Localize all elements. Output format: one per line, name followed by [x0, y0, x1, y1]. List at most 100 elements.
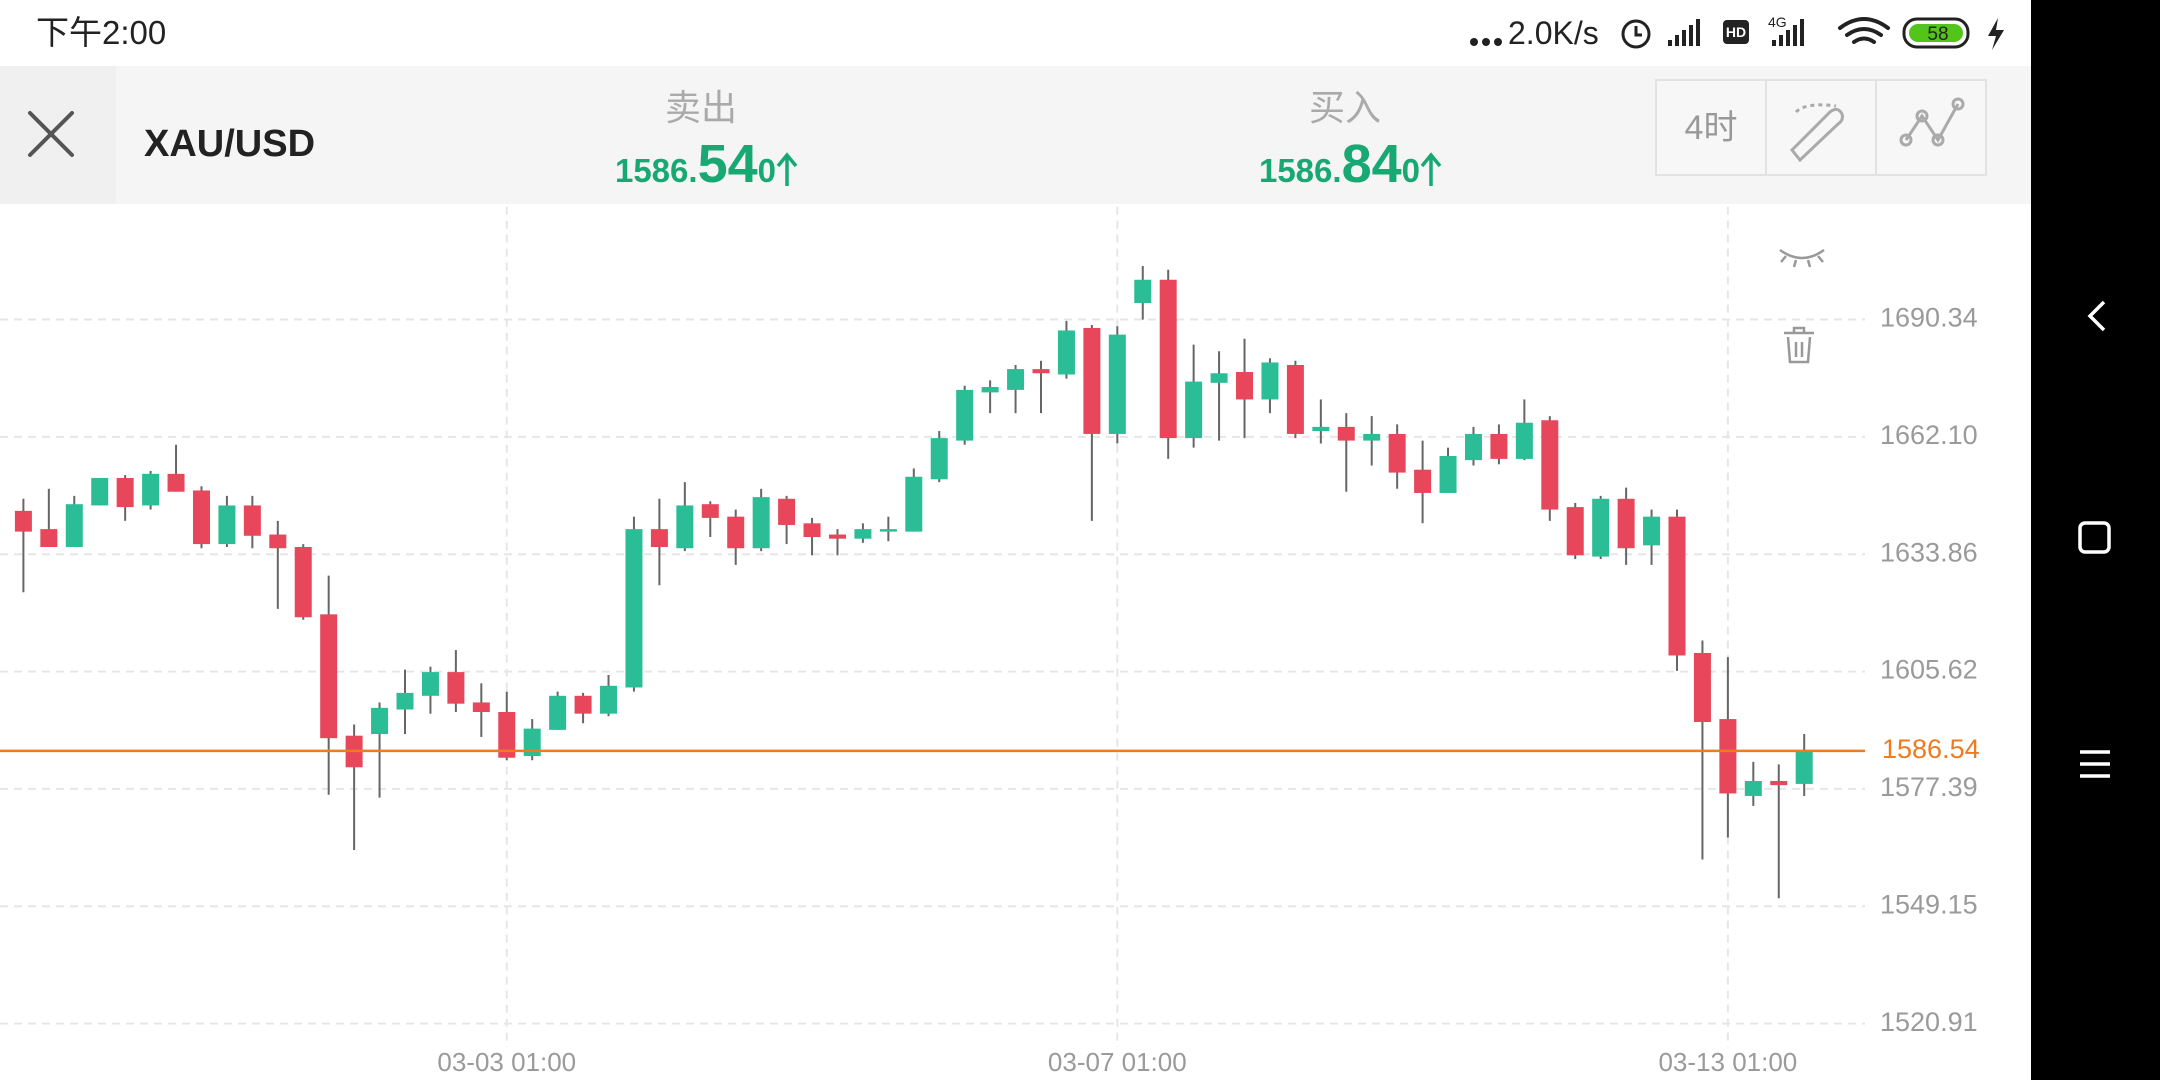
candle-body	[1057, 330, 1075, 375]
candle-body	[1007, 369, 1025, 390]
y-tick-label: 1520.91	[1880, 1007, 1978, 1037]
timeframe-button[interactable]	[1655, 79, 1767, 176]
candle-body	[523, 728, 541, 757]
candle-body	[1541, 420, 1559, 510]
candle-body	[1261, 362, 1279, 400]
candle-body	[1134, 279, 1152, 304]
candle-body	[192, 490, 210, 545]
candle-body	[854, 529, 872, 539]
symbol: XAU/USD	[144, 123, 315, 165]
y-tick-label: 1577.39	[1880, 772, 1978, 802]
candle-body	[1617, 498, 1635, 549]
candle-body	[1159, 279, 1177, 439]
candle-body	[371, 707, 389, 735]
candle-body	[549, 695, 567, 730]
candle-body	[956, 389, 974, 441]
candle-body	[803, 523, 821, 538]
candle-body	[116, 478, 134, 508]
y-tick-label: 1633.86	[1880, 537, 1978, 567]
candle-body	[269, 534, 287, 549]
y-tick-label: 1605.62	[1880, 655, 1978, 685]
status-time: 下午2:00	[36, 14, 166, 51]
candle-body	[1210, 373, 1228, 383]
candle-body	[701, 504, 719, 518]
candle-body	[1719, 719, 1737, 794]
buy-price: 1586.840	[1259, 134, 1420, 194]
candle-body	[447, 672, 465, 704]
draw-icon[interactable]	[1789, 103, 1844, 163]
x-tick-label: 03-13 01:00	[1658, 1047, 1797, 1077]
candle-body	[1312, 426, 1330, 432]
candle-body	[625, 529, 643, 688]
buy-up-arrow	[1420, 152, 1442, 186]
sell-price-pips: 54	[698, 134, 758, 194]
candle-body	[676, 505, 694, 549]
candle-body	[1668, 516, 1686, 656]
candle-body	[1515, 422, 1533, 459]
hd-badge	[1723, 20, 1749, 44]
candle-body	[320, 614, 338, 739]
charging-icon	[1988, 18, 2004, 50]
candle-body	[650, 529, 668, 547]
hd-label: HD	[1726, 24, 1746, 40]
x-tick-label: 03-03 01:00	[437, 1047, 576, 1077]
candle-body	[1439, 455, 1457, 493]
candle-body	[1185, 381, 1203, 439]
nav-back[interactable]	[2087, 300, 2106, 332]
candle-body	[1795, 751, 1813, 784]
candle-body	[167, 473, 185, 492]
buy-price-int: 1586.	[1259, 152, 1342, 189]
candle-body	[1592, 498, 1610, 557]
candle-body	[930, 438, 948, 480]
buy-price-pips: 84	[1342, 134, 1402, 194]
candle-body	[396, 692, 414, 710]
candle-body	[1464, 433, 1482, 461]
candle-body	[91, 478, 109, 506]
battery-level	[1909, 24, 1963, 42]
y-tick-label: 1549.15	[1880, 889, 1978, 919]
candle-body	[1108, 334, 1126, 434]
sell-price-tail: 0	[758, 152, 776, 189]
candle-body	[1744, 780, 1762, 796]
candle-body	[1388, 433, 1406, 473]
close-button-area[interactable]	[0, 66, 116, 204]
candle-body	[498, 712, 516, 758]
alarm-icon	[1621, 19, 1651, 49]
candle-body	[1770, 780, 1788, 786]
delete-icon[interactable]	[1784, 326, 1814, 364]
indicator-icon[interactable]	[1899, 97, 1965, 147]
candle-body	[218, 505, 236, 545]
y-tick-label: 1662.10	[1880, 420, 1978, 450]
sell-up-arrow	[776, 152, 798, 186]
status-dots	[1470, 38, 1502, 46]
candle-body	[421, 672, 439, 696]
close-icon[interactable]	[28, 111, 74, 157]
nav-home[interactable]	[2078, 521, 2111, 554]
candle-body	[828, 534, 846, 539]
candle-body	[65, 504, 83, 547]
candle-body	[1286, 364, 1304, 434]
network-type: 4G	[1768, 14, 1787, 30]
candle-body	[981, 386, 999, 393]
candle-body	[1083, 327, 1101, 434]
current-price-label: 1586.54	[1882, 734, 1980, 764]
nav-menu[interactable]	[2080, 750, 2110, 778]
candle-body	[1566, 507, 1584, 556]
hide-icon[interactable]	[1779, 248, 1825, 268]
candle-body	[1643, 516, 1661, 546]
sell-price: 1586.540	[615, 134, 776, 194]
wifi-icon	[1838, 17, 1890, 44]
candle-body	[727, 516, 745, 549]
candle-body	[778, 498, 796, 525]
toolbar: 4时	[1655, 79, 1987, 176]
buy-price-tail: 0	[1402, 152, 1420, 189]
candle-body	[1414, 469, 1432, 493]
candle-body	[294, 546, 312, 618]
sell-price-int: 1586.	[615, 152, 698, 189]
candle-body	[14, 510, 32, 532]
plot: 03-03 01:00 03-07 01:00 03-13 01:00 1520.91…	[0, 206, 1980, 1077]
nav-bar	[2031, 0, 2160, 1080]
draw-button[interactable]	[1765, 79, 1877, 176]
timeframe-label[interactable]: 4时	[1685, 109, 1738, 147]
